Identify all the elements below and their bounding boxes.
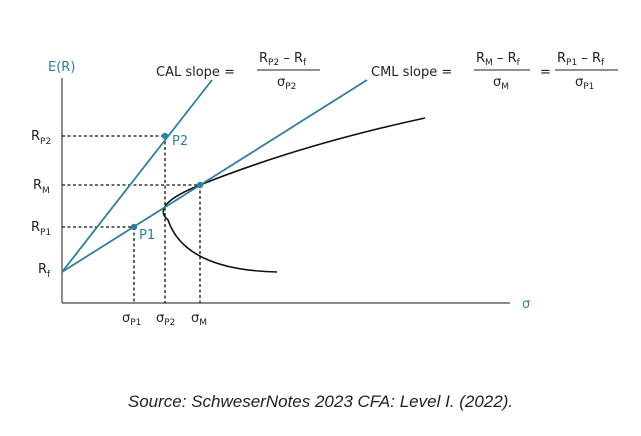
cml-slope-equals: = (540, 65, 551, 80)
point-p2-label: P2 (172, 134, 188, 149)
source-caption: Source: SchweserNotes 2023 CFA: Level I.… (127, 392, 514, 411)
point-p2 (161, 132, 169, 140)
cml-slope-denominator-1: σM (493, 75, 509, 92)
y-tick-rf: Rf (38, 262, 51, 280)
cml-line (61, 79, 368, 273)
x-tick-sp2: σP2 (156, 311, 175, 328)
cal-slope-formula: CAL slope = RP2 – Rf σP2 (156, 51, 320, 92)
point-p1 (130, 223, 138, 231)
efficient-frontier (162, 117, 426, 273)
cal-slope-prefix: CAL slope = (156, 65, 235, 80)
cal-slope-denominator: σP2 (277, 75, 296, 92)
cml-slope-denominator-2: σP1 (575, 75, 594, 92)
x-tick-sp1: σP1 (122, 311, 141, 328)
y-tick-rp2: RP2 (31, 129, 51, 147)
y-tick-rp1: RP1 (31, 220, 51, 238)
point-m (196, 181, 204, 189)
cml-slope-formula: CML slope = RM – Rf σM = RP1 – Rf σP1 (371, 51, 618, 92)
x-axis-label: σ (522, 297, 530, 312)
cml-slope-numerator-1: RM – Rf (476, 51, 521, 68)
x-tick-sm: σM (191, 311, 207, 328)
cal-slope-numerator: RP2 – Rf (259, 51, 307, 68)
cal-line (61, 79, 213, 273)
cml-slope-numerator-2: RP1 – Rf (557, 51, 605, 68)
y-tick-rm: RM (33, 178, 50, 196)
cml-slope-prefix: CML slope = (371, 65, 452, 80)
y-axis-label: E(R) (48, 60, 75, 75)
point-p1-label: P1 (139, 228, 155, 243)
dashed-guides (62, 135, 201, 303)
